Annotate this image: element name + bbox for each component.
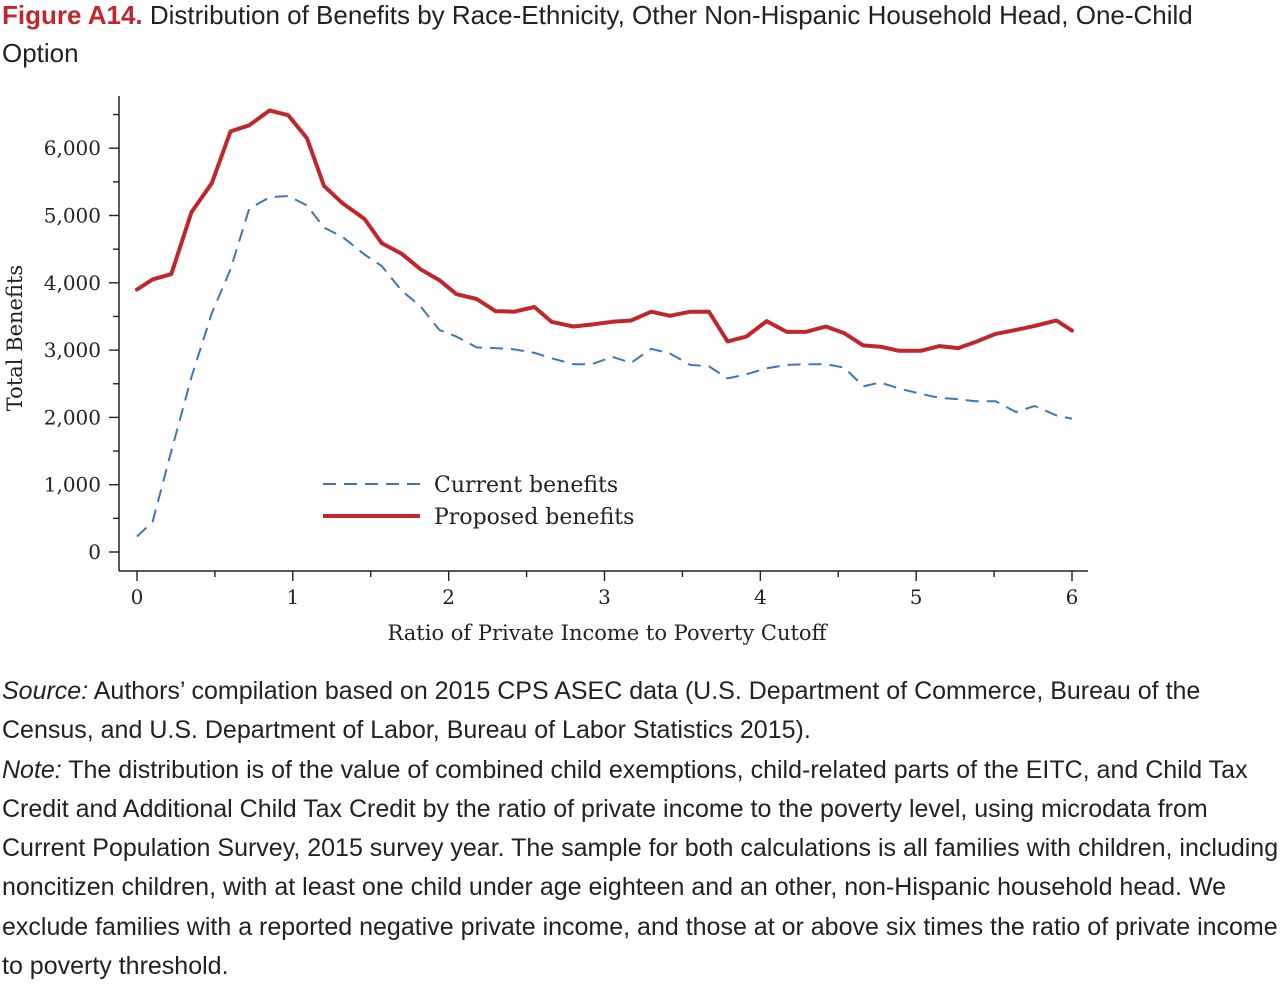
note: Note: The distribution is of the value o…	[2, 751, 1280, 986]
legend: Current benefits Proposed benefits	[323, 473, 634, 530]
source-note: Source: Authors’ compilation based on 20…	[2, 672, 1280, 751]
y-tick-label: 1,000	[44, 473, 101, 497]
series-group	[135, 108, 1074, 538]
y-tick-label: 4,000	[44, 271, 101, 295]
figure-title: Figure A14. Distribution of Benefits by …	[2, 0, 1272, 72]
y-tick-label: 6,000	[44, 136, 101, 160]
y-tick-label: 0	[88, 540, 101, 564]
x-tick-label: 5	[910, 585, 923, 609]
figure-label: Figure A14.	[2, 0, 143, 30]
y-axis-label: Total Benefits	[3, 265, 27, 411]
legend-label-current: Current benefits	[434, 473, 618, 498]
x-tick-label: 4	[754, 585, 767, 609]
x-axis: 0 1 2 3 4 5 6	[119, 570, 1088, 609]
y-tick-label: 5,000	[44, 204, 101, 228]
x-tick-label: 3	[598, 585, 611, 609]
x-tick-label: 1	[286, 585, 299, 609]
y-tick-label: 3,000	[44, 338, 101, 362]
note-label: Note:	[2, 755, 62, 784]
y-axis: 0 1,000 2,000 3,000 4,000 5,000 6,000	[44, 96, 120, 571]
series-line-current	[136, 195, 1073, 538]
note-text: The distribution is of the value of comb…	[2, 755, 1279, 981]
x-tick-label: 6	[1066, 585, 1079, 609]
x-tick-label: 0	[131, 585, 144, 609]
figure-caption: Source: Authors’ compilation based on 20…	[2, 672, 1280, 986]
source-text: Authors’ compilation based on 2015 CPS A…	[2, 677, 1201, 745]
source-label: Source:	[2, 677, 89, 705]
y-tick-label: 2,000	[44, 405, 101, 429]
legend-label-proposed: Proposed benefits	[434, 505, 634, 530]
x-axis-label: Ratio of Private Income to Poverty Cutof…	[387, 621, 828, 645]
x-tick-label: 2	[442, 585, 455, 609]
series-line-proposed	[135, 108, 1074, 353]
figure-title-text: Distribution of Benefits by Race-Ethnici…	[2, 0, 1193, 68]
